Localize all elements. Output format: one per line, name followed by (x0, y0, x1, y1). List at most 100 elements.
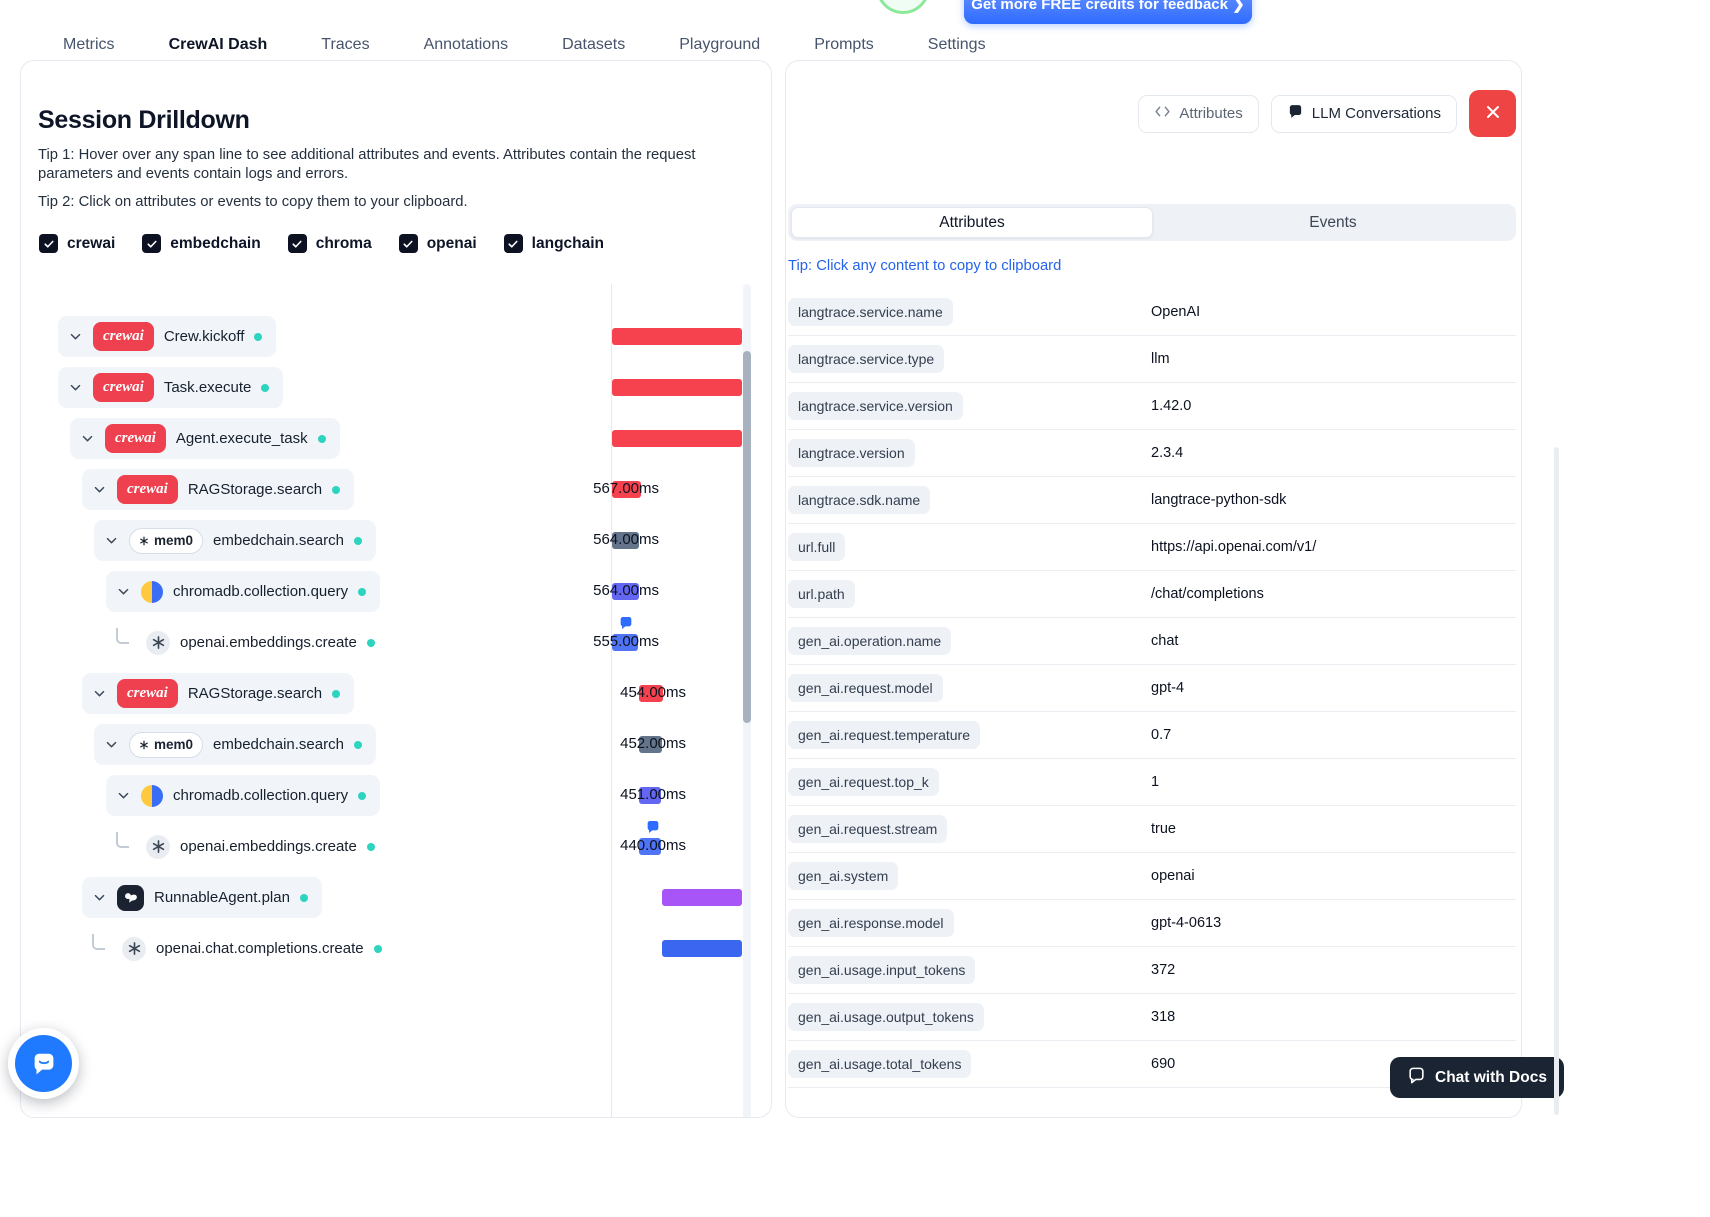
attribute-key[interactable]: gen_ai.usage.input_tokens (788, 956, 976, 984)
chevron-down-icon[interactable] (92, 890, 107, 905)
span-label[interactable]: RunnableAgent.plan (82, 877, 322, 918)
tab-annotations[interactable]: Annotations (423, 36, 509, 53)
span-bar[interactable] (612, 379, 742, 396)
tab-datasets[interactable]: Datasets (562, 36, 626, 53)
span-row[interactable]: mem0 embedchain.search 564.00ms (21, 515, 771, 566)
attribute-value[interactable]: https://api.openai.com/v1/ (1151, 539, 1317, 555)
attribute-value[interactable]: langtrace-python-sdk (1151, 492, 1287, 508)
tab-playground[interactable]: Playground (679, 36, 761, 53)
filter-openai[interactable]: openai (398, 234, 477, 253)
chevron-down-icon[interactable] (104, 737, 119, 752)
chevron-down-icon[interactable] (92, 686, 107, 701)
attribute-key[interactable]: langtrace.service.type (788, 345, 945, 373)
attribute-key[interactable]: gen_ai.response.model (788, 909, 954, 937)
checkbox-openai-checked[interactable] (398, 234, 418, 253)
span-bar[interactable] (639, 787, 661, 804)
attribute-key[interactable]: gen_ai.usage.output_tokens (788, 1003, 984, 1031)
chat-widget-button[interactable] (8, 1028, 79, 1099)
checkbox-langchain-checked[interactable] (503, 234, 523, 253)
span-label[interactable]: mem0 embedchain.search (94, 520, 376, 561)
attribute-key[interactable]: gen_ai.operation.name (788, 627, 952, 655)
filter-chroma[interactable]: chroma (287, 234, 372, 253)
chevron-down-icon[interactable] (92, 482, 107, 497)
inspector-tab-events[interactable]: Events (1309, 213, 1357, 231)
chevron-down-icon[interactable] (68, 329, 83, 344)
attribute-key[interactable]: langtrace.sdk.name (788, 486, 931, 514)
chevron-down-icon[interactable] (68, 380, 83, 395)
page-scrollbar[interactable] (1554, 447, 1559, 1115)
span-bar[interactable] (612, 583, 639, 600)
tab-settings[interactable]: Settings (927, 36, 986, 53)
attribute-value[interactable]: 0.7 (1151, 727, 1172, 743)
attribute-value[interactable]: true (1151, 821, 1176, 837)
span-row[interactable]: openai.embeddings.create 440.00ms (21, 819, 771, 872)
tab-prompts[interactable]: Prompts (814, 36, 874, 53)
attributes-code-button[interactable]: Attributes (1138, 94, 1259, 133)
span-row[interactable]: openai.embeddings.create 555.00ms (21, 615, 771, 668)
span-row[interactable]: RunnableAgent.plan (21, 872, 771, 923)
attribute-value[interactable]: gpt-4-0613 (1151, 915, 1222, 931)
span-label[interactable]: mem0 embedchain.search (94, 724, 376, 765)
chevron-down-icon[interactable] (80, 431, 95, 446)
attribute-key[interactable]: langtrace.version (788, 439, 915, 467)
llm-conversations-button[interactable]: LLM Conversations (1270, 94, 1457, 133)
span-bar[interactable] (612, 532, 639, 549)
span-row[interactable]: mem0 embedchain.search 452.00ms (21, 719, 771, 770)
span-bar[interactable] (639, 685, 663, 702)
attribute-value[interactable]: 1.42.0 (1151, 398, 1192, 414)
attribute-value[interactable]: 372 (1151, 962, 1176, 978)
chevron-down-icon[interactable] (104, 533, 119, 548)
attribute-key[interactable]: gen_ai.request.stream (788, 815, 948, 843)
attribute-key[interactable]: langtrace.service.version (788, 392, 963, 420)
attribute-value[interactable]: llm (1151, 351, 1170, 367)
span-label[interactable]: chromadb.collection.query (106, 775, 381, 816)
span-row[interactable]: crewai Task.execute (21, 362, 771, 413)
span-label[interactable]: crewai Task.execute (58, 367, 284, 408)
span-bar[interactable] (639, 838, 661, 855)
span-bar[interactable] (612, 430, 742, 447)
span-label[interactable]: openai.chat.completions.create (112, 928, 396, 969)
tab-traces[interactable]: Traces (321, 36, 370, 53)
span-label[interactable]: openai.embeddings.create (136, 622, 389, 663)
span-label[interactable]: chromadb.collection.query (106, 571, 381, 612)
attribute-value[interactable]: chat (1151, 633, 1179, 649)
promo-credits-button[interactable]: Get more FREE credits for feedback ❯ (964, 0, 1252, 24)
llm-bubble-icon[interactable] (645, 819, 661, 840)
attribute-key[interactable]: gen_ai.request.temperature (788, 721, 980, 749)
attribute-key[interactable]: gen_ai.usage.total_tokens (788, 1050, 972, 1078)
attribute-key[interactable]: gen_ai.request.top_k (788, 768, 939, 796)
attribute-value[interactable]: gpt-4 (1151, 680, 1185, 696)
attribute-value[interactable]: 690 (1151, 1056, 1176, 1072)
attribute-value[interactable]: 1 (1151, 774, 1160, 790)
checkbox-chroma-checked[interactable] (287, 234, 307, 253)
attribute-key[interactable]: gen_ai.system (788, 862, 899, 890)
chat-with-docs-button[interactable]: Chat with Docs (1390, 1057, 1564, 1098)
filter-crewai[interactable]: crewai (39, 234, 115, 253)
inspector-tab-attributes[interactable]: Attributes (791, 207, 1153, 238)
checkbox-embedchain-checked[interactable] (142, 234, 162, 253)
span-row[interactable]: crewai RAGStorage.search 567.00ms (21, 464, 771, 515)
attribute-key[interactable]: gen_ai.request.model (788, 674, 943, 702)
attribute-key[interactable]: langtrace.service.name (788, 298, 953, 326)
span-bar[interactable] (662, 889, 742, 906)
checkbox-crewai-checked[interactable] (39, 234, 58, 253)
chevron-down-icon[interactable] (116, 788, 131, 803)
filter-embedchain[interactable]: embedchain (142, 234, 261, 253)
filter-langchain[interactable]: langchain (503, 234, 604, 253)
span-label[interactable]: openai.embeddings.create (136, 826, 389, 867)
attribute-value[interactable]: openai (1151, 868, 1195, 884)
span-label[interactable]: crewai RAGStorage.search (82, 469, 355, 510)
attribute-key[interactable]: url.full (788, 533, 846, 561)
timeline-scrollbar-thumb[interactable] (743, 351, 751, 723)
span-bar[interactable] (612, 634, 638, 651)
span-row[interactable]: openai.chat.completions.create (21, 923, 771, 974)
span-label[interactable]: crewai RAGStorage.search (82, 673, 355, 714)
attribute-key[interactable]: url.path (788, 580, 855, 608)
attribute-value[interactable]: /chat/completions (1151, 586, 1264, 602)
span-label[interactable]: crewai Crew.kickoff (58, 316, 277, 357)
span-row[interactable]: crewai Agent.execute_task (21, 413, 771, 464)
span-bar[interactable] (612, 481, 641, 498)
llm-bubble-icon[interactable] (618, 615, 634, 636)
attribute-value[interactable]: OpenAI (1151, 304, 1201, 320)
span-row[interactable]: chromadb.collection.query 564.00ms (21, 566, 771, 617)
